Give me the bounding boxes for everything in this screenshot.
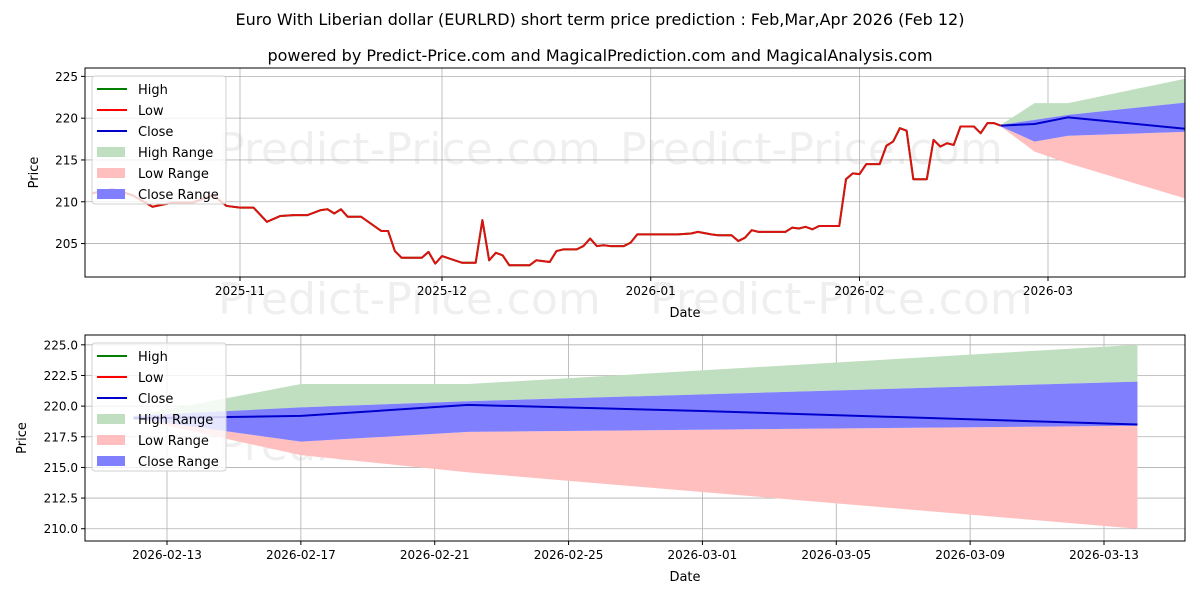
svg-text:2026-03-01: 2026-03-01: [668, 548, 738, 562]
x-axis-ticks: 2026-02-13 2026-02-17 2026-02-21 2026-02-25…: [132, 541, 1139, 562]
svg-text:220: 220: [55, 112, 78, 126]
legend-item: Low: [138, 104, 164, 119]
legend-item: High Range: [138, 146, 213, 161]
high-range-band: [133, 344, 1138, 418]
svg-text:2026-02: 2026-02: [834, 284, 884, 298]
top-price-chart: Predict-Price.com Predict-Price.com Predic…: [27, 67, 1186, 325]
legend-item: Low Range: [138, 434, 209, 449]
plot-frame: [84, 67, 1186, 278]
svg-text:225.0: 225.0: [44, 338, 78, 352]
legend-item: Low Range: [138, 167, 209, 182]
legend-item: Close: [138, 125, 173, 140]
legend-item: High: [138, 83, 168, 98]
x-axis-ticks: 2025-11 2025-12 2026-01 2026-02 2026-03: [215, 277, 1073, 298]
legend-item: Close Range: [138, 455, 219, 470]
legend: High Low Close High Range Low Range Close Ran…: [91, 75, 227, 205]
svg-text:205: 205: [55, 237, 78, 251]
low-range-band: [133, 418, 1138, 529]
svg-text:2026-03-13: 2026-03-13: [1069, 548, 1139, 562]
svg-text:215.0: 215.0: [44, 461, 78, 475]
legend-item: High Range: [138, 413, 213, 428]
chart-subtitle: powered by Predict-Price.com and Magical…: [267, 46, 933, 65]
x-axis-label: Date: [669, 570, 700, 585]
svg-text:210.0: 210.0: [44, 522, 78, 536]
legend-item: Low: [138, 371, 164, 386]
chart-title: Euro With Liberian dollar (EURLRD) short…: [235, 10, 965, 29]
legend-item: Close Range: [138, 188, 219, 203]
svg-text:2026-02-25: 2026-02-25: [534, 548, 604, 562]
svg-text:222.5: 222.5: [44, 369, 78, 383]
low-line: [91, 122, 1002, 267]
svg-text:215: 215: [55, 153, 78, 167]
svg-text:2026-02-21: 2026-02-21: [400, 548, 470, 562]
svg-text:Predict-Price.com: Predict-Price.com: [650, 274, 1033, 325]
svg-text:Predict-Price.com: Predict-Price.com: [620, 124, 1003, 175]
plot-frame: [84, 334, 1186, 542]
svg-text:2026-02-13: 2026-02-13: [132, 548, 202, 562]
svg-text:210: 210: [55, 195, 78, 209]
svg-text:2025-12: 2025-12: [417, 284, 467, 298]
svg-text:225: 225: [55, 70, 78, 84]
svg-text:2026-01: 2026-01: [626, 284, 676, 298]
close-range-band: [1000, 102, 1185, 142]
svg-text:Predict-Price.com: Predict-Price.com: [218, 274, 601, 325]
y-axis-ticks: 210.0 212.5 215.0 217.5 220.0 222.5 225.0: [44, 338, 85, 536]
y-axis-ticks: 205 210 215 220 225: [55, 70, 85, 251]
close-range-band: [133, 381, 1138, 442]
watermark: Predict-Price.com Predict-Price.com Predic…: [218, 124, 1033, 325]
svg-text:220.0: 220.0: [44, 400, 78, 414]
legend-item: High: [138, 350, 168, 365]
legend-item: Close: [138, 392, 173, 407]
svg-text:212.5: 212.5: [44, 492, 78, 506]
svg-text:2026-03-05: 2026-03-05: [801, 548, 871, 562]
y-axis-label: Price: [15, 422, 30, 454]
legend: High Low Close High Range Low Range Close Ran…: [91, 342, 227, 472]
x-axis-label: Date: [669, 306, 700, 321]
low-range-band: [1000, 126, 1185, 199]
y-axis-label: Price: [27, 157, 42, 189]
high-range-band: [1000, 78, 1185, 126]
close-line: [1000, 116, 1185, 130]
close-line: [133, 403, 1138, 426]
svg-text:2026-02-17: 2026-02-17: [266, 548, 336, 562]
svg-text:217.5: 217.5: [44, 430, 78, 444]
svg-text:2025-11: 2025-11: [215, 284, 265, 298]
svg-text:Predict-Price.com: Predict-Price.com: [218, 124, 601, 175]
svg-text:2026-03-09: 2026-03-09: [935, 548, 1005, 562]
grid-lines: [85, 68, 1185, 277]
svg-text:2026-03: 2026-03: [1023, 284, 1073, 298]
